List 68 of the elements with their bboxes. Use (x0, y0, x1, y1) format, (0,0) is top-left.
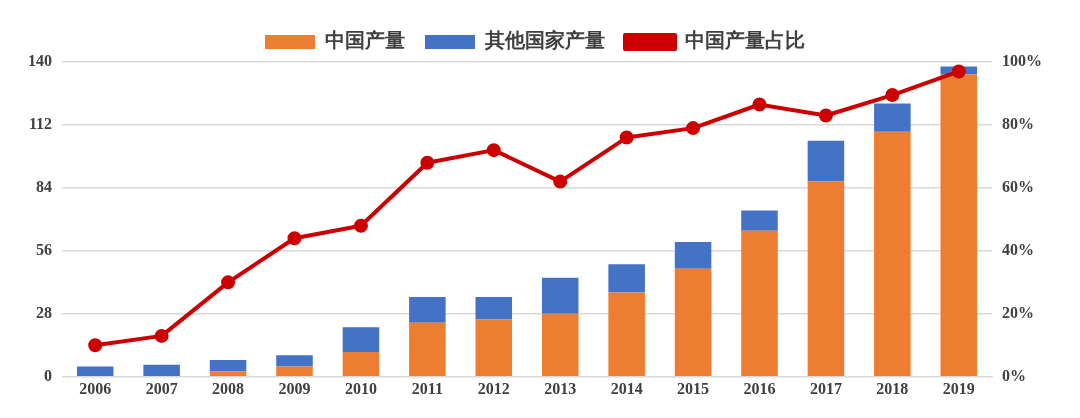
y2-tick-label: 80% (1002, 115, 1034, 133)
y2-tick-label: 100% (1002, 52, 1042, 70)
bar (608, 264, 645, 293)
bar (76, 366, 114, 377)
point (885, 88, 900, 103)
x-tick-label: 2015 (677, 379, 710, 397)
point (287, 231, 302, 246)
y-tick-label: 28 (36, 303, 52, 321)
bar (209, 359, 247, 372)
bar (143, 364, 180, 377)
point (553, 174, 568, 189)
bar (940, 74, 978, 377)
x-tick-label: 2013 (544, 379, 577, 397)
bar (674, 241, 712, 269)
y-tick-label: 0 (44, 366, 52, 384)
bar (475, 319, 513, 377)
x-tick-label: 2006 (79, 379, 112, 397)
bar (209, 371, 247, 377)
x-tick-label: 2012 (477, 379, 510, 397)
point (221, 275, 236, 290)
bar (608, 292, 645, 377)
bar (874, 131, 911, 377)
bar (807, 140, 845, 182)
x-tick-label: 2007 (145, 379, 178, 397)
y-tick-label: 112 (28, 115, 52, 133)
bar (674, 268, 712, 377)
y-tick-label: 140 (28, 52, 52, 70)
x-tick-label: 2017 (809, 379, 842, 397)
bar (276, 366, 313, 377)
legend-label: 其他国家产量 (484, 28, 605, 53)
point (752, 97, 767, 112)
x-tick-label: 2009 (278, 379, 311, 397)
bar (541, 313, 579, 377)
y2-tick-label: 0% (1002, 366, 1026, 384)
point (951, 64, 966, 79)
bar (342, 352, 380, 377)
y2-tick-label: 40% (1002, 241, 1034, 259)
x-tick-label: 2016 (743, 379, 776, 397)
point (686, 121, 701, 136)
y-tick-label: 84 (36, 178, 52, 196)
bar (475, 296, 513, 320)
x-tick-label: 2018 (876, 379, 909, 397)
bar (409, 322, 446, 377)
bar (541, 277, 579, 314)
point (88, 338, 103, 353)
bar (874, 103, 911, 132)
y2-tick-label: 20% (1002, 303, 1034, 321)
x-tick-label: 2008 (212, 379, 245, 397)
point (353, 218, 368, 233)
point (420, 155, 435, 170)
bar (741, 230, 778, 377)
x-tick-label: 2014 (610, 379, 643, 397)
bar (409, 296, 446, 323)
x-tick-label: 2011 (411, 379, 443, 397)
legend-label: 中国产量 (325, 28, 405, 53)
point (486, 143, 501, 158)
bar (741, 210, 778, 231)
bar (807, 181, 845, 377)
y2-tick-label: 60% (1002, 178, 1034, 196)
point (154, 328, 169, 343)
point (818, 108, 833, 123)
y-tick-label: 56 (36, 241, 52, 259)
legend-label: 中国产量占比 (685, 28, 805, 53)
bar (342, 327, 380, 353)
x-tick-label: 2010 (344, 379, 377, 397)
bar (276, 355, 313, 367)
point (619, 130, 634, 145)
x-tick-label: 2019 (942, 379, 975, 397)
